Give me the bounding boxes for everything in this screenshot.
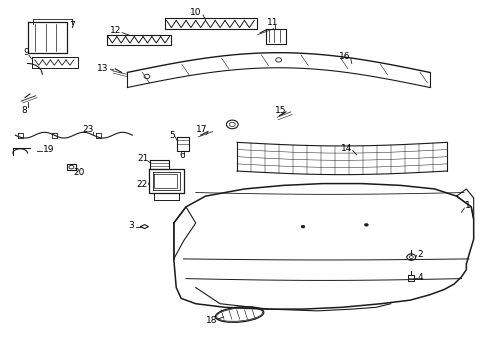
Text: 8: 8: [21, 105, 27, 114]
Text: 1: 1: [464, 201, 470, 210]
Text: 17: 17: [196, 125, 207, 134]
Text: 14: 14: [341, 144, 352, 153]
Text: 7: 7: [69, 21, 75, 30]
Text: 10: 10: [190, 8, 201, 17]
Text: 11: 11: [266, 18, 278, 27]
Text: 19: 19: [42, 145, 54, 154]
Text: 22: 22: [136, 180, 147, 189]
Text: 12: 12: [109, 26, 121, 35]
Text: 15: 15: [275, 105, 286, 114]
Text: 6: 6: [179, 151, 184, 160]
Text: 20: 20: [73, 168, 84, 177]
Circle shape: [301, 225, 305, 228]
Circle shape: [364, 224, 367, 226]
Text: 2: 2: [416, 250, 422, 259]
Text: 18: 18: [205, 316, 217, 325]
Text: 9: 9: [23, 48, 29, 57]
Text: 16: 16: [338, 52, 349, 61]
Text: 5: 5: [169, 131, 175, 140]
Text: 3: 3: [128, 221, 134, 230]
Text: 21: 21: [137, 154, 148, 163]
Text: 13: 13: [97, 64, 109, 73]
Text: 4: 4: [416, 273, 422, 282]
Text: 23: 23: [82, 125, 94, 134]
